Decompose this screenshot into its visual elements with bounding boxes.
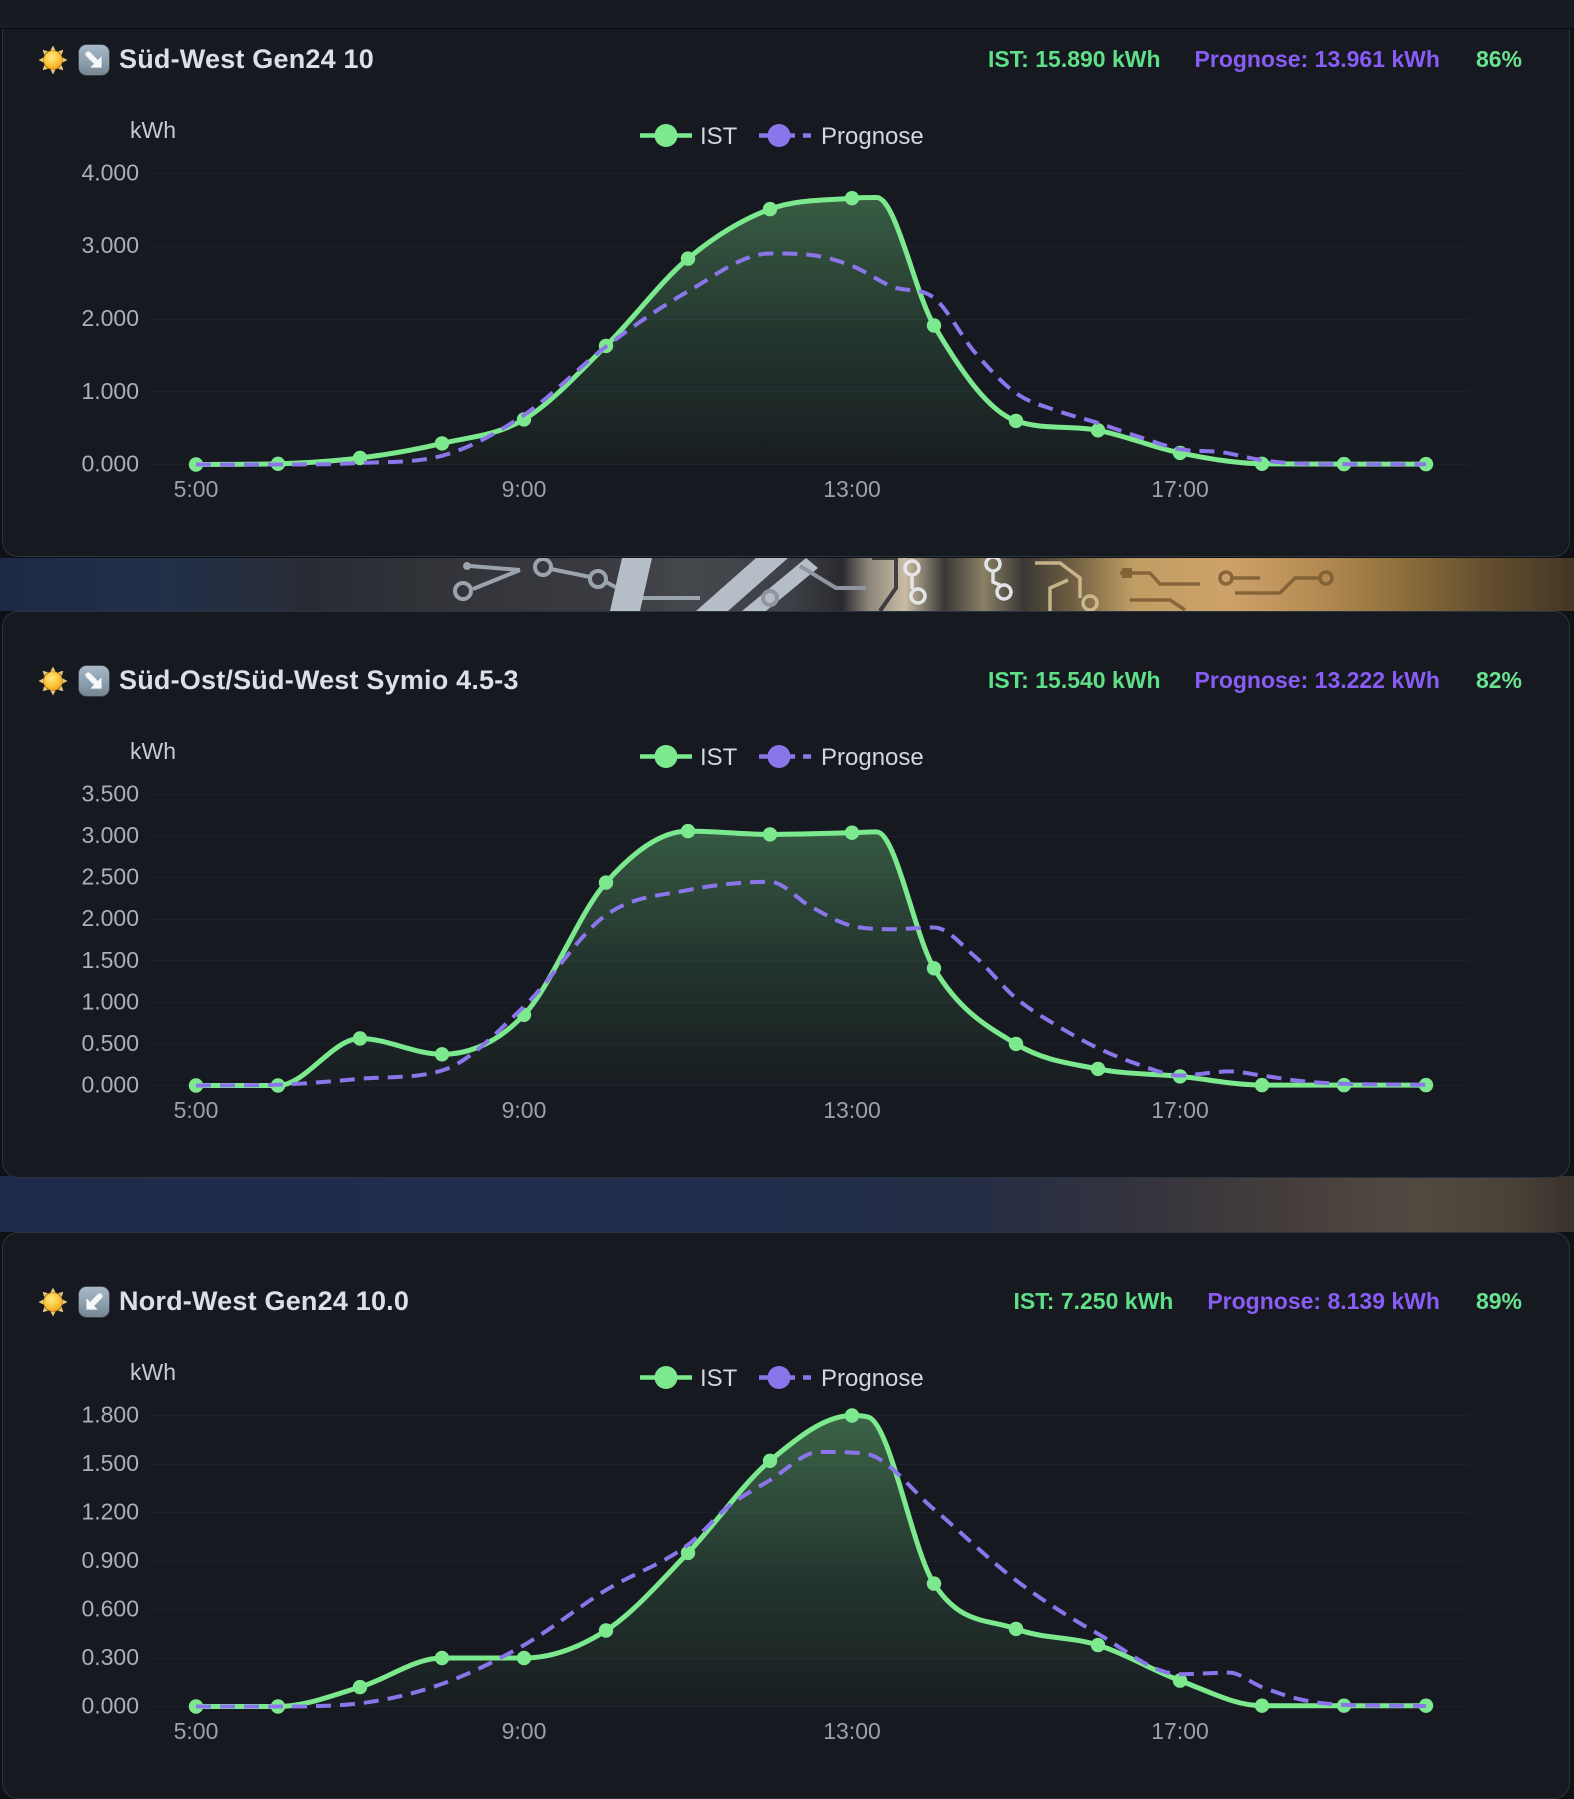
svg-text:3.000: 3.000 bbox=[81, 822, 139, 848]
svg-text:13:00: 13:00 bbox=[823, 1097, 881, 1123]
svg-text:13:00: 13:00 bbox=[823, 1718, 881, 1744]
svg-text:kWh: kWh bbox=[130, 1359, 176, 1385]
svg-text:9:00: 9:00 bbox=[502, 1097, 547, 1123]
svg-text:3.000: 3.000 bbox=[81, 232, 139, 258]
svg-text:0.000: 0.000 bbox=[81, 1693, 139, 1719]
svg-text:17:00: 17:00 bbox=[1151, 1718, 1209, 1744]
svg-text:5:00: 5:00 bbox=[174, 476, 219, 502]
svg-text:5:00: 5:00 bbox=[174, 1718, 219, 1744]
svg-text:5:00: 5:00 bbox=[174, 1097, 219, 1123]
svg-text:2.000: 2.000 bbox=[81, 905, 139, 931]
svg-text:IST: IST bbox=[700, 123, 738, 150]
svg-text:17:00: 17:00 bbox=[1151, 476, 1209, 502]
svg-text:0.500: 0.500 bbox=[81, 1030, 139, 1056]
svg-text:IST: IST bbox=[700, 1365, 738, 1392]
svg-text:13:00: 13:00 bbox=[823, 476, 881, 502]
svg-text:0.000: 0.000 bbox=[81, 1072, 139, 1098]
svg-text:0.300: 0.300 bbox=[81, 1644, 139, 1670]
svg-text:kWh: kWh bbox=[130, 738, 176, 764]
svg-text:4.000: 4.000 bbox=[81, 160, 139, 186]
svg-text:kWh: kWh bbox=[130, 117, 176, 143]
svg-text:3.500: 3.500 bbox=[81, 781, 139, 807]
svg-text:1.000: 1.000 bbox=[81, 378, 139, 404]
svg-text:Prognose: Prognose bbox=[821, 744, 924, 771]
svg-text:1.000: 1.000 bbox=[81, 988, 139, 1014]
svg-text:1.200: 1.200 bbox=[81, 1499, 139, 1525]
svg-text:2.500: 2.500 bbox=[81, 864, 139, 890]
svg-text:1.800: 1.800 bbox=[81, 1402, 139, 1428]
svg-text:0.000: 0.000 bbox=[81, 451, 139, 477]
svg-text:Prognose: Prognose bbox=[821, 1365, 924, 1392]
svg-text:IST: IST bbox=[700, 744, 738, 771]
svg-text:9:00: 9:00 bbox=[502, 476, 547, 502]
svg-text:1.500: 1.500 bbox=[81, 947, 139, 973]
svg-text:17:00: 17:00 bbox=[1151, 1097, 1209, 1123]
svg-text:9:00: 9:00 bbox=[502, 1718, 547, 1744]
svg-text:0.600: 0.600 bbox=[81, 1596, 139, 1622]
svg-text:2.000: 2.000 bbox=[81, 305, 139, 331]
svg-text:0.900: 0.900 bbox=[81, 1547, 139, 1573]
svg-text:1.500: 1.500 bbox=[81, 1450, 139, 1476]
svg-text:Prognose: Prognose bbox=[821, 123, 924, 150]
